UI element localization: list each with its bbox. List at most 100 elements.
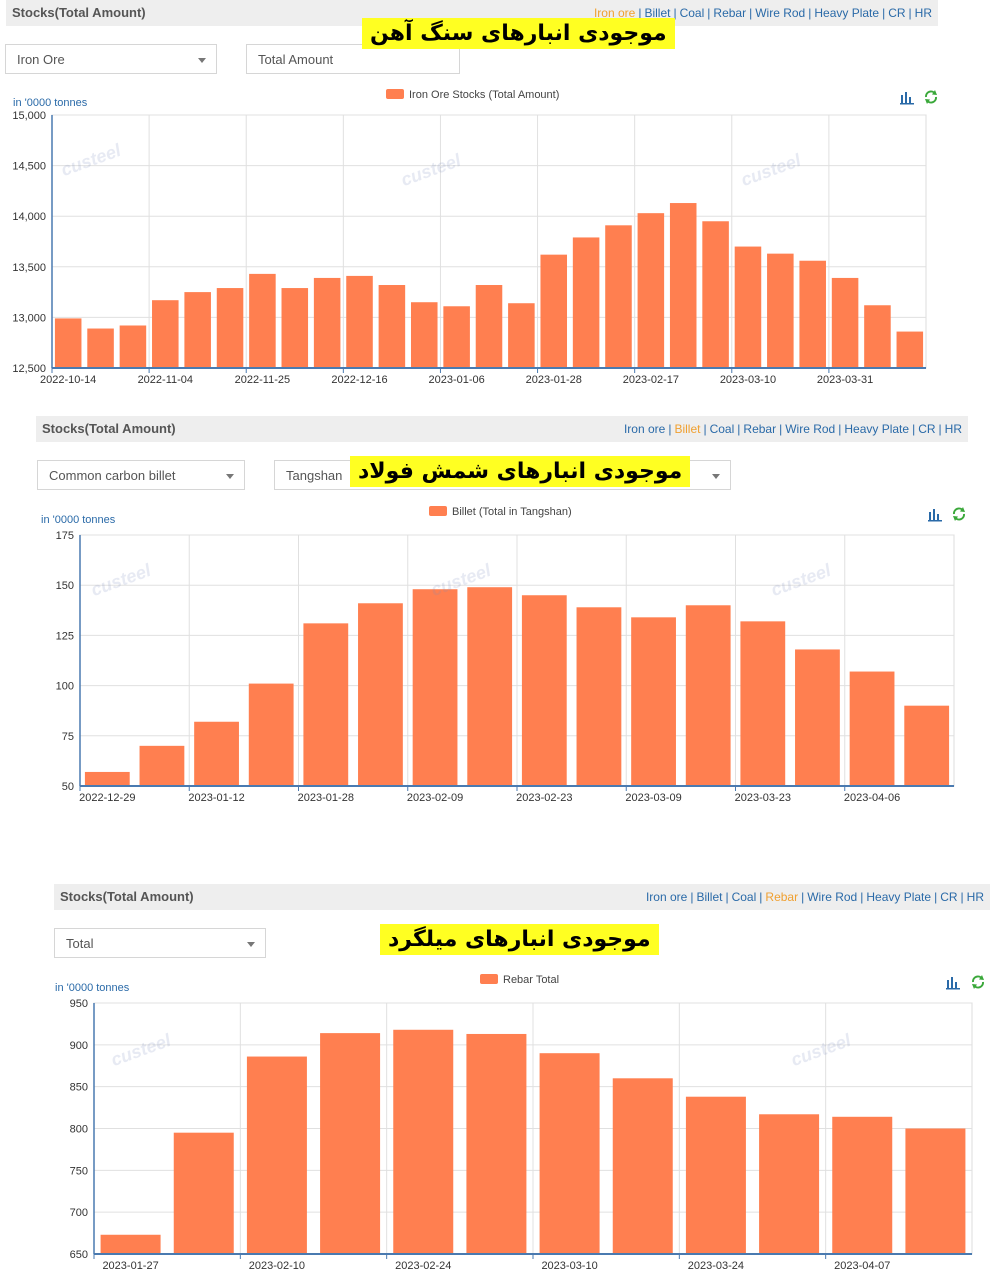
nav-link-rebar[interactable]: Rebar — [713, 6, 747, 20]
refresh-icon[interactable] — [923, 89, 939, 105]
legend[interactable]: Iron Ore Stocks (Total Amount) — [386, 89, 559, 101]
bar-2023-02-09[interactable]: 2023-02-09: 148 — [412, 589, 458, 786]
nav-link-heavy-plate[interactable]: Heavy Plate — [866, 890, 932, 904]
bar-2023-02-17[interactable]: 2023-02-17: 914 — [320, 1033, 381, 1254]
bar-2022-12-16[interactable]: 2022-12-16: 13410 — [346, 275, 373, 368]
nav-link-hr[interactable]: HR — [944, 422, 962, 436]
nav-link-iron-ore[interactable]: Iron ore — [645, 890, 688, 904]
bar-2023-03-10[interactable]: 2023-03-10: 890 — [539, 1053, 600, 1254]
product-select[interactable]: Common carbon billet — [37, 460, 245, 490]
nav-link-cr[interactable]: CR — [940, 890, 958, 904]
bar-2023-01-19[interactable]: 2023-01-19: 101 — [248, 683, 294, 786]
bar-2023-02-24[interactable]: 2023-02-24: 14130 — [669, 203, 697, 368]
bar-2023-03-30[interactable]: 2023-03-30: 118 — [795, 649, 840, 786]
bar-2023-02-17[interactable]: 2023-02-17: 14030 — [637, 213, 665, 368]
bar-2022-12-29[interactable]: 2022-12-29: 57 — [84, 771, 130, 786]
bar-2022-12-02[interactable]: 2022-12-02: 13290 — [281, 288, 309, 368]
nav-link-iron-ore[interactable]: Iron ore — [593, 6, 636, 20]
bar-2023-03-31[interactable]: 2023-03-31: 13390 — [831, 277, 859, 368]
bar-2023-04-14[interactable]: 2023-04-14: 12860 — [896, 331, 924, 368]
bar-2022-10-14[interactable]: 2022-10-14: 12990 — [54, 318, 82, 368]
rebar-banner: موجودی انبارهای میلگرد — [380, 924, 659, 955]
x-tick-label: 2023-03-09 — [625, 792, 681, 804]
bar-2023-04-07[interactable]: 2023-04-07: 814 — [832, 1116, 893, 1254]
bar-2023-02-10[interactable]: 2023-02-10: 13910 — [605, 225, 632, 368]
nav-link-rebar[interactable]: Rebar — [743, 422, 777, 436]
x-tick-label: 2022-12-29 — [79, 792, 135, 804]
bar-2023-03-02[interactable]: 2023-03-02: 139 — [576, 607, 622, 786]
nav-link-cr[interactable]: CR — [888, 6, 906, 20]
chevron-down-icon — [198, 58, 206, 63]
x-tick-label: 2023-01-27 — [102, 1260, 158, 1272]
bar-2023-02-03[interactable]: 2023-02-03: 13790 — [572, 237, 600, 368]
legend[interactable]: Billet (Total in Tangshan) — [429, 506, 572, 518]
nav-link-wire-rod[interactable]: Wire Rod — [807, 890, 858, 904]
nav-separator: | — [808, 6, 812, 20]
bar-chart-icon[interactable] — [945, 974, 961, 990]
bar-2022-11-11[interactable]: 2022-11-11: 13250 — [184, 292, 211, 368]
bar-2023-03-31[interactable]: 2023-03-31: 817 — [759, 1114, 820, 1254]
bar-2023-03-24[interactable]: 2023-03-24: 838 — [685, 1096, 746, 1254]
bar-2023-04-13[interactable]: 2023-04-13: 90 — [904, 705, 950, 786]
nav-link-heavy-plate[interactable]: Heavy Plate — [844, 422, 910, 436]
bar-2023-02-24[interactable]: 2023-02-24: 918 — [393, 1029, 454, 1254]
bar-2023-01-06[interactable]: 2023-01-06: 13110 — [443, 306, 470, 368]
bar-2023-02-03[interactable]: 2023-02-03: 795 — [173, 1132, 234, 1254]
nav-link-wire-rod[interactable]: Wire Rod — [785, 422, 836, 436]
product-select[interactable]: Iron Ore — [5, 44, 217, 74]
bar-2023-01-20[interactable]: 2023-01-20: 13140 — [508, 303, 535, 368]
bar-2022-11-04[interactable]: 2022-11-04: 13170 — [152, 300, 179, 368]
bar-2023-01-28[interactable]: 2023-01-28: 131 — [303, 623, 349, 786]
bar-2023-01-05[interactable]: 2023-01-05: 70 — [139, 745, 185, 786]
bar-2023-03-10[interactable]: 2023-03-10: 13700 — [734, 246, 762, 368]
bar-2023-02-16[interactable]: 2023-02-16: 149 — [467, 587, 513, 786]
nav-link-hr[interactable]: HR — [966, 890, 984, 904]
bar-2023-03-24[interactable]: 2023-03-24: 13560 — [799, 260, 826, 368]
bar-2023-01-28[interactable]: 2023-01-28: 13620 — [540, 254, 568, 368]
bar-2023-01-27[interactable]: 2023-01-27: 673 — [100, 1234, 161, 1254]
bar-2023-04-14[interactable]: 2023-04-14: 800 — [905, 1128, 966, 1255]
nav-link-coal[interactable]: Coal — [709, 422, 735, 436]
nav-link-billet[interactable]: Billet — [644, 6, 671, 20]
measure-select[interactable]: Total Amount — [246, 44, 460, 74]
bar-chart-icon[interactable] — [927, 506, 943, 522]
nav-link-wire-rod[interactable]: Wire Rod — [755, 6, 806, 20]
nav-link-billet[interactable]: Billet — [696, 890, 723, 904]
bar-chart-icon[interactable] — [899, 89, 915, 105]
legend[interactable]: Rebar Total — [480, 974, 559, 986]
nav-link-rebar[interactable]: Rebar — [765, 890, 799, 904]
refresh-icon[interactable] — [970, 974, 986, 990]
bar-2022-12-23[interactable]: 2022-12-23: 13320 — [378, 285, 406, 368]
nav-link-heavy-plate[interactable]: Heavy Plate — [814, 6, 880, 20]
bar-2022-12-30[interactable]: 2022-12-30: 13150 — [410, 302, 438, 368]
bar-2023-03-17[interactable]: 2023-03-17: 860 — [612, 1078, 673, 1254]
bar-2022-12-09[interactable]: 2022-12-09: 13390 — [313, 277, 341, 368]
nav-link-hr[interactable]: HR — [914, 6, 932, 20]
bar-2023-04-06[interactable]: 2023-04-06: 107 — [849, 671, 895, 786]
refresh-icon[interactable] — [951, 506, 967, 522]
bar-2023-02-23[interactable]: 2023-02-23: 145 — [521, 595, 567, 786]
bar-2022-11-18[interactable]: 2022-11-18: 13290 — [216, 288, 244, 368]
bar-2023-02-02[interactable]: 2023-02-02: 141 — [358, 603, 403, 786]
bar-2023-01-12[interactable]: 2023-01-12: 82 — [194, 721, 239, 786]
bar-2023-03-03[interactable]: 2023-03-03: 913 — [466, 1033, 527, 1254]
nav-separator: | — [759, 890, 763, 904]
nav-link-coal[interactable]: Coal — [679, 6, 705, 20]
bar-2023-03-09[interactable]: 2023-03-09: 134 — [631, 617, 676, 786]
bar-2023-04-07[interactable]: 2023-04-07: 13120 — [864, 305, 891, 368]
bar-2023-03-23[interactable]: 2023-03-23: 132 — [740, 621, 786, 786]
bar-2022-11-25[interactable]: 2022-11-25: 13430 — [249, 273, 276, 368]
bar-2022-10-28[interactable]: 2022-10-28: 12920 — [119, 325, 147, 368]
bar-2023-02-10[interactable]: 2023-02-10: 886 — [246, 1056, 307, 1254]
bar-2023-03-16[interactable]: 2023-03-16: 140 — [685, 605, 731, 786]
product-select[interactable]: Total — [54, 928, 266, 958]
nav-link-iron-ore[interactable]: Iron ore — [623, 422, 666, 436]
bar-2022-10-21[interactable]: 2022-10-21: 12890 — [87, 328, 114, 368]
nav-link-billet[interactable]: Billet — [674, 422, 701, 436]
bar-2023-01-13[interactable]: 2023-01-13: 13320 — [475, 285, 503, 368]
nav-link-coal[interactable]: Coal — [731, 890, 757, 904]
nav-link-cr[interactable]: CR — [918, 422, 936, 436]
bar-2023-03-03[interactable]: 2023-03-03: 13950 — [702, 221, 729, 368]
bar-2023-03-17[interactable]: 2023-03-17: 13630 — [767, 253, 794, 368]
region-select-value: Tangshan — [286, 468, 343, 483]
